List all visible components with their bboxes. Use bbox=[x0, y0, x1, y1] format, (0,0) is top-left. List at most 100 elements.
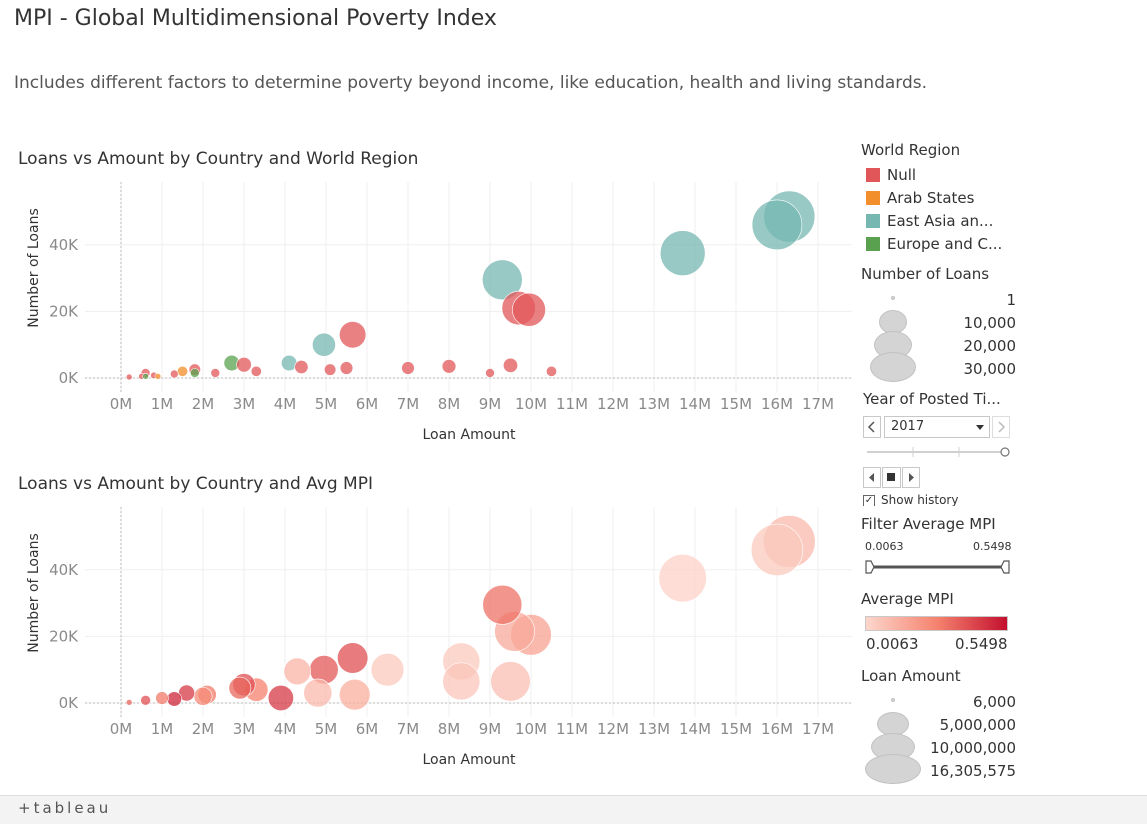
x-axis-title: Loan Amount bbox=[422, 752, 516, 768]
x-tick-label: 16M bbox=[761, 395, 793, 413]
data-point[interactable] bbox=[236, 356, 252, 373]
x-tick-label: 6M bbox=[356, 720, 379, 738]
data-point[interactable] bbox=[283, 657, 311, 686]
step-forward-icon bbox=[909, 473, 914, 482]
data-point[interactable] bbox=[155, 691, 169, 705]
data-point[interactable] bbox=[401, 361, 415, 375]
x-tick-label: 17M bbox=[802, 395, 834, 413]
data-point[interactable] bbox=[339, 361, 354, 375]
y-axis-title: Number of Loans bbox=[26, 208, 42, 328]
legend-item-null[interactable]: Null bbox=[866, 166, 916, 184]
data-point[interactable] bbox=[125, 373, 133, 381]
x-tick-label: 11M bbox=[556, 720, 588, 738]
y-tick-label: 40K bbox=[49, 561, 79, 579]
data-point[interactable] bbox=[142, 373, 149, 380]
year-prev-button[interactable] bbox=[863, 416, 881, 438]
x-tick-label: 6M bbox=[356, 395, 379, 413]
size-label: 10,000 bbox=[963, 314, 1017, 332]
chart-mpi-scatter[interactable]: 0M 1M 2M 3M 4M 5M 6M 7M 8M 9M 10M 11M 12M 13M 14M 15M 16… bbox=[0, 505, 860, 775]
data-point[interactable] bbox=[190, 368, 200, 378]
show-history-label: Show history bbox=[881, 494, 959, 506]
data-point[interactable] bbox=[250, 365, 262, 377]
data-point[interactable] bbox=[482, 584, 523, 625]
size-legend-row: 5,000,000 bbox=[866, 712, 1016, 736]
data-point[interactable] bbox=[485, 368, 495, 378]
data-point[interactable] bbox=[751, 199, 803, 251]
data-point[interactable] bbox=[154, 373, 162, 380]
data-point[interactable] bbox=[370, 653, 405, 687]
swatch-null bbox=[866, 168, 880, 182]
data-point[interactable] bbox=[177, 365, 189, 377]
y-tick-label: 40K bbox=[49, 236, 79, 254]
data-point[interactable] bbox=[659, 230, 706, 276]
data-point[interactable] bbox=[481, 259, 523, 301]
data-point[interactable] bbox=[339, 678, 371, 711]
stop-icon bbox=[887, 473, 895, 481]
x-tick-label: 4M bbox=[274, 395, 297, 413]
size-circle bbox=[891, 296, 895, 300]
data-point[interactable] bbox=[441, 359, 457, 374]
year-next-button[interactable] bbox=[992, 416, 1010, 438]
x-tick-label: 7M bbox=[397, 395, 420, 413]
data-point[interactable] bbox=[658, 554, 707, 603]
data-point[interactable] bbox=[750, 523, 804, 576]
mpi-color-ramp bbox=[865, 616, 1008, 631]
x-tick-label: 9M bbox=[479, 395, 502, 413]
chart1-title: Loans vs Amount by Country and World Reg… bbox=[18, 149, 419, 169]
playback-stop-button[interactable] bbox=[882, 467, 901, 488]
mpi-legend-max: 0.5498 bbox=[955, 635, 1008, 653]
x-tick-label: 14M bbox=[679, 395, 711, 413]
mpi-legend-min: 0.0063 bbox=[866, 635, 919, 653]
year-filter-title: Year of Posted Ti... bbox=[863, 390, 1001, 408]
data-point[interactable] bbox=[545, 365, 557, 377]
data-point[interactable] bbox=[125, 699, 133, 706]
playback-back-button[interactable] bbox=[863, 467, 881, 488]
legend-item-europe[interactable]: Europe and C... bbox=[866, 235, 1002, 253]
chart-region-scatter[interactable]: 0M 1M 2M 3M 4M 5M 6M 7M 8M 9M 10M 11M 12M 13M 14M 15M 16… bbox=[0, 180, 860, 450]
data-point[interactable] bbox=[140, 695, 151, 706]
size-label: 10,000,000 bbox=[930, 739, 1016, 757]
playback-forward-button[interactable] bbox=[902, 467, 920, 488]
x-tick-label: 16M bbox=[761, 720, 793, 738]
year-select[interactable]: 2017 bbox=[884, 416, 990, 438]
data-point[interactable] bbox=[228, 676, 252, 700]
data-point[interactable] bbox=[267, 685, 294, 712]
legend-item-east-asia[interactable]: East Asia an... bbox=[866, 212, 993, 230]
mpi-max-handle[interactable] bbox=[1000, 560, 1010, 574]
data-point[interactable] bbox=[294, 360, 309, 375]
average-mpi-legend-title: Average MPI bbox=[861, 590, 954, 608]
data-point[interactable] bbox=[502, 357, 518, 373]
data-point[interactable] bbox=[193, 686, 213, 706]
data-point[interactable] bbox=[337, 642, 369, 674]
mpi-min-handle[interactable] bbox=[865, 560, 875, 574]
data-point[interactable] bbox=[312, 332, 336, 357]
size-label: 16,305,575 bbox=[930, 762, 1016, 780]
data-point[interactable] bbox=[490, 661, 531, 702]
data-point[interactable] bbox=[166, 691, 182, 707]
data-point[interactable] bbox=[170, 369, 179, 379]
x-axis-title: Loan Amount bbox=[422, 427, 516, 443]
data-point[interactable] bbox=[303, 678, 333, 708]
year-slider[interactable] bbox=[863, 444, 1013, 460]
year-slider-handle[interactable] bbox=[1000, 447, 1010, 457]
size-legend-row: 1 bbox=[866, 289, 1016, 311]
data-point[interactable] bbox=[210, 368, 221, 378]
show-history-option[interactable]: ✓ Show history bbox=[863, 494, 1013, 506]
data-point[interactable] bbox=[324, 363, 337, 376]
size-label: 30,000 bbox=[963, 360, 1017, 378]
x-tick-label: 8M bbox=[438, 395, 461, 413]
legend-item-arab-states[interactable]: Arab States bbox=[866, 189, 974, 207]
data-point[interactable] bbox=[512, 292, 546, 327]
checkbox-icon[interactable]: ✓ bbox=[863, 495, 875, 506]
data-point[interactable] bbox=[442, 662, 481, 701]
step-back-icon bbox=[869, 473, 874, 482]
data-point[interactable] bbox=[339, 321, 367, 349]
world-region-legend-title: World Region bbox=[861, 141, 961, 159]
y-tick-label: 0K bbox=[59, 369, 80, 387]
x-tick-label: 13M bbox=[638, 720, 670, 738]
tableau-logo[interactable]: +tableau bbox=[18, 799, 112, 817]
mpi-range-slider[interactable] bbox=[862, 558, 1014, 576]
size-circle bbox=[891, 698, 895, 702]
x-tick-label: 8M bbox=[438, 720, 461, 738]
mpi-filter-max-label: 0.5498 bbox=[973, 540, 1012, 553]
